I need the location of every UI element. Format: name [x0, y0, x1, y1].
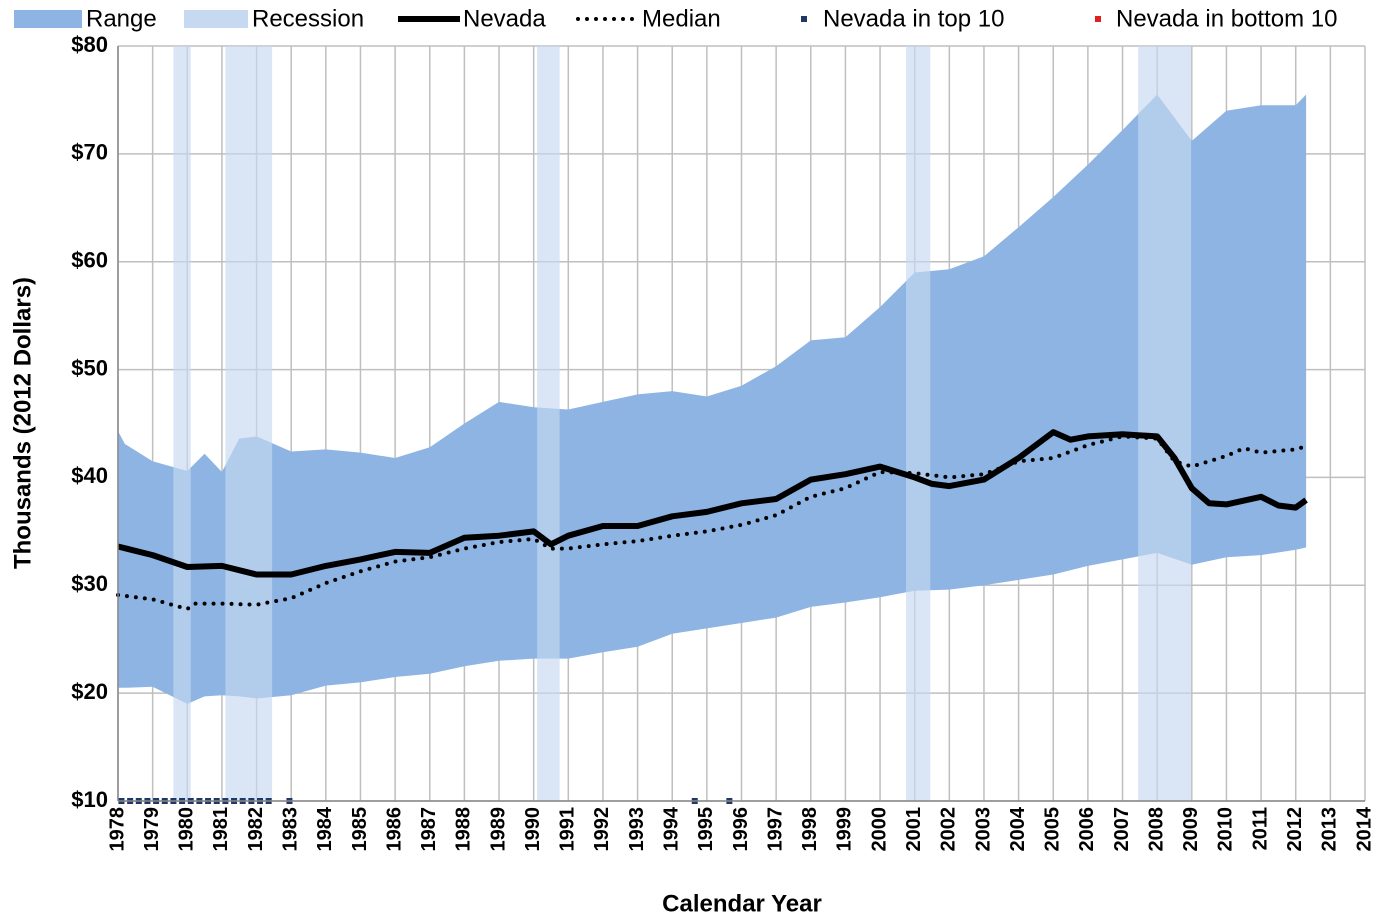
x-tick-label: 2006: [1076, 807, 1098, 852]
x-tick-label: 2001: [903, 807, 925, 852]
x-tick-label: 1985: [349, 807, 371, 852]
x-tick-label: 1980: [176, 807, 198, 852]
legend: Range Recession Nevada Median Nevada in top …: [14, 5, 1337, 32]
x-tick-label: 2003: [972, 807, 994, 852]
x-tick-label: 1999: [834, 807, 856, 852]
recession-band: [173, 46, 191, 801]
legend-label: Nevada in top 10: [823, 5, 1004, 32]
x-tick-label: 1978: [106, 807, 128, 852]
x-tick-label: 2002: [938, 807, 960, 852]
x-tick-label: 1983: [279, 807, 301, 852]
recession-band: [1138, 46, 1192, 801]
legend-label: Recession: [252, 5, 364, 32]
x-tick-label: 2011: [1249, 807, 1271, 850]
y-tick-label: $70: [71, 140, 108, 165]
x-tick-label: 2008: [1145, 807, 1167, 852]
y-tick-label: $50: [71, 355, 108, 380]
y-tick-label: $80: [71, 32, 108, 57]
x-tick-label: 1982: [245, 807, 267, 852]
x-tick-label: 1984: [314, 806, 336, 851]
y-tick-label: $10: [71, 787, 108, 812]
legend-swatch: [801, 16, 807, 22]
x-tick-label: 1981: [210, 807, 232, 852]
x-tick-label: 1979: [141, 807, 163, 852]
legend-swatch: [184, 10, 248, 28]
x-tick-label: 2014: [1353, 806, 1375, 851]
x-tick-label: 2012: [1284, 807, 1306, 852]
x-tick-label: 1990: [522, 807, 544, 852]
y-tick-label: $60: [71, 248, 108, 273]
x-tick-label: 1986: [383, 807, 405, 852]
x-tick-label: 1998: [799, 807, 821, 852]
x-tick-label: 2000: [868, 807, 890, 852]
x-tick-label: 2004: [1007, 806, 1029, 851]
x-tick-label: 1987: [418, 807, 440, 852]
x-axis-label: Calendar Year: [662, 890, 822, 917]
range-area: [118, 94, 1307, 704]
legend-label: Nevada: [463, 5, 546, 32]
legend-label: Median: [642, 5, 721, 32]
x-tick-label: 1995: [695, 807, 717, 852]
x-tick-label: 1997: [764, 807, 786, 852]
x-tick-label: 1992: [591, 807, 613, 852]
y-tick-label: $40: [71, 463, 108, 488]
x-tick-label: 2009: [1180, 807, 1202, 852]
x-tick-label: 1988: [453, 807, 475, 852]
y-tick-label: $30: [71, 571, 108, 596]
legend-swatch: [1095, 16, 1101, 22]
y-tick-label: $20: [71, 679, 108, 704]
x-tick-label: 1993: [626, 807, 648, 852]
recession-band: [537, 46, 560, 801]
recession-band: [225, 46, 273, 801]
x-tick-label: 1991: [557, 807, 579, 852]
nevada-line: [117, 429, 1308, 578]
x-tick-label: 2005: [1042, 807, 1064, 852]
x-tick-label: 1989: [487, 807, 509, 852]
recession-band: [906, 46, 931, 801]
y-axis-label: Thousands (2012 Dollars): [9, 277, 36, 569]
x-tick-label: 2007: [1111, 807, 1133, 852]
legend-label: Range: [86, 5, 157, 32]
x-tick-label: 1994: [661, 806, 683, 851]
legend-swatch: [14, 10, 82, 28]
legend-label: Nevada in bottom 10: [1116, 5, 1337, 32]
x-tick-label: 2013: [1319, 807, 1341, 852]
x-tick-label: 2010: [1215, 807, 1237, 852]
x-tick-label: 1996: [730, 807, 752, 852]
